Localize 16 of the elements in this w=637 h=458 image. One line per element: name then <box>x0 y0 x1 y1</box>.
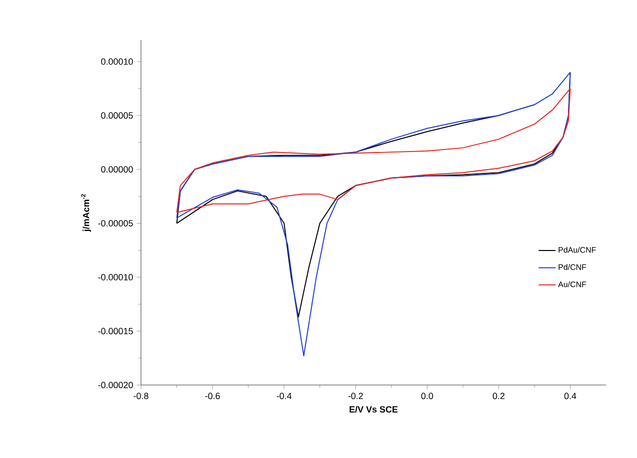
x-tick-label: 0.4 <box>564 392 576 400</box>
y-tick-label: 0.00010 <box>101 58 133 65</box>
x-tick-label: 0.2 <box>492 392 504 400</box>
x-tick-label: -0.8 <box>134 392 148 400</box>
y-tick-label: -0.00010 <box>98 274 133 280</box>
x-tick-label: -0.4 <box>276 392 292 400</box>
x-tick-label: -0.2 <box>348 392 363 400</box>
x-axis-title: E/V Vs SCE <box>350 406 398 413</box>
y-tick-label: 0.00000 <box>101 166 133 173</box>
x-tick-label: 0.0 <box>421 392 434 400</box>
y-axis-title: j/mAcm$^{-2}$ <box>81 194 91 232</box>
y-tick-label: -0.00020 <box>98 382 133 388</box>
x-tick-label: -0.6 <box>205 392 220 400</box>
y-tick-label: 0.00005 <box>101 112 133 119</box>
y-tick-label: -0.00015 <box>98 328 133 334</box>
y-tick-label: -0.00005 <box>98 220 133 226</box>
